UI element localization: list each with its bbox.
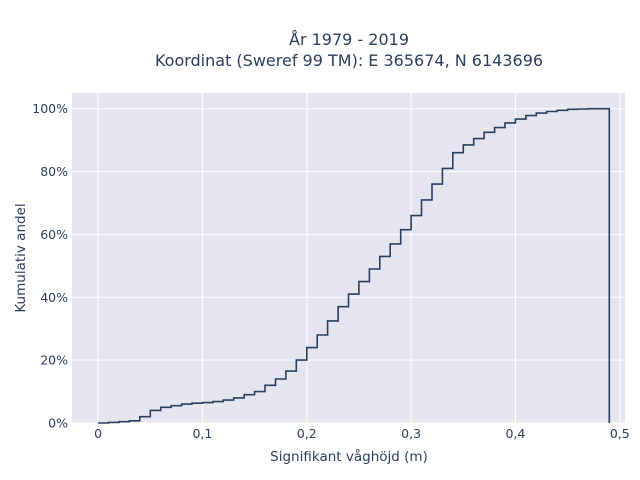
x-tick-label: 0,3 (401, 426, 421, 441)
x-tick-label: 0 (94, 426, 102, 441)
y-tick-label: 80% (40, 164, 68, 179)
x-tick-label: 0,2 (297, 426, 317, 441)
y-tick-label: 40% (40, 290, 68, 305)
y-tick-labels: 0% 20% 40% 60% 80% 100% (32, 101, 68, 430)
plot-background (72, 93, 625, 423)
series-0-step-line (98, 107, 611, 424)
x-axis-title: Signifikant våghöjd (m) (270, 448, 428, 465)
y-tick-label: 60% (40, 227, 68, 242)
chart-title-line-2: Koordinat (Sweref 99 TM): E 365674, N 61… (155, 51, 543, 70)
y-tick-label: 20% (40, 353, 68, 368)
chart-title-line-1: År 1979 - 2019 (289, 30, 409, 49)
x-tick-label: 0,5 (610, 426, 630, 441)
x-tick-label: 0,4 (505, 426, 525, 441)
x-tick-label: 0,1 (192, 426, 212, 441)
x-tick-labels: 0 0,1 0,2 0,3 0,4 0,5 (94, 426, 630, 441)
y-axis-title: Kumulativ andel (13, 203, 29, 312)
y-tick-label: 100% (32, 101, 68, 116)
y-tick-label: 0% (48, 416, 68, 431)
